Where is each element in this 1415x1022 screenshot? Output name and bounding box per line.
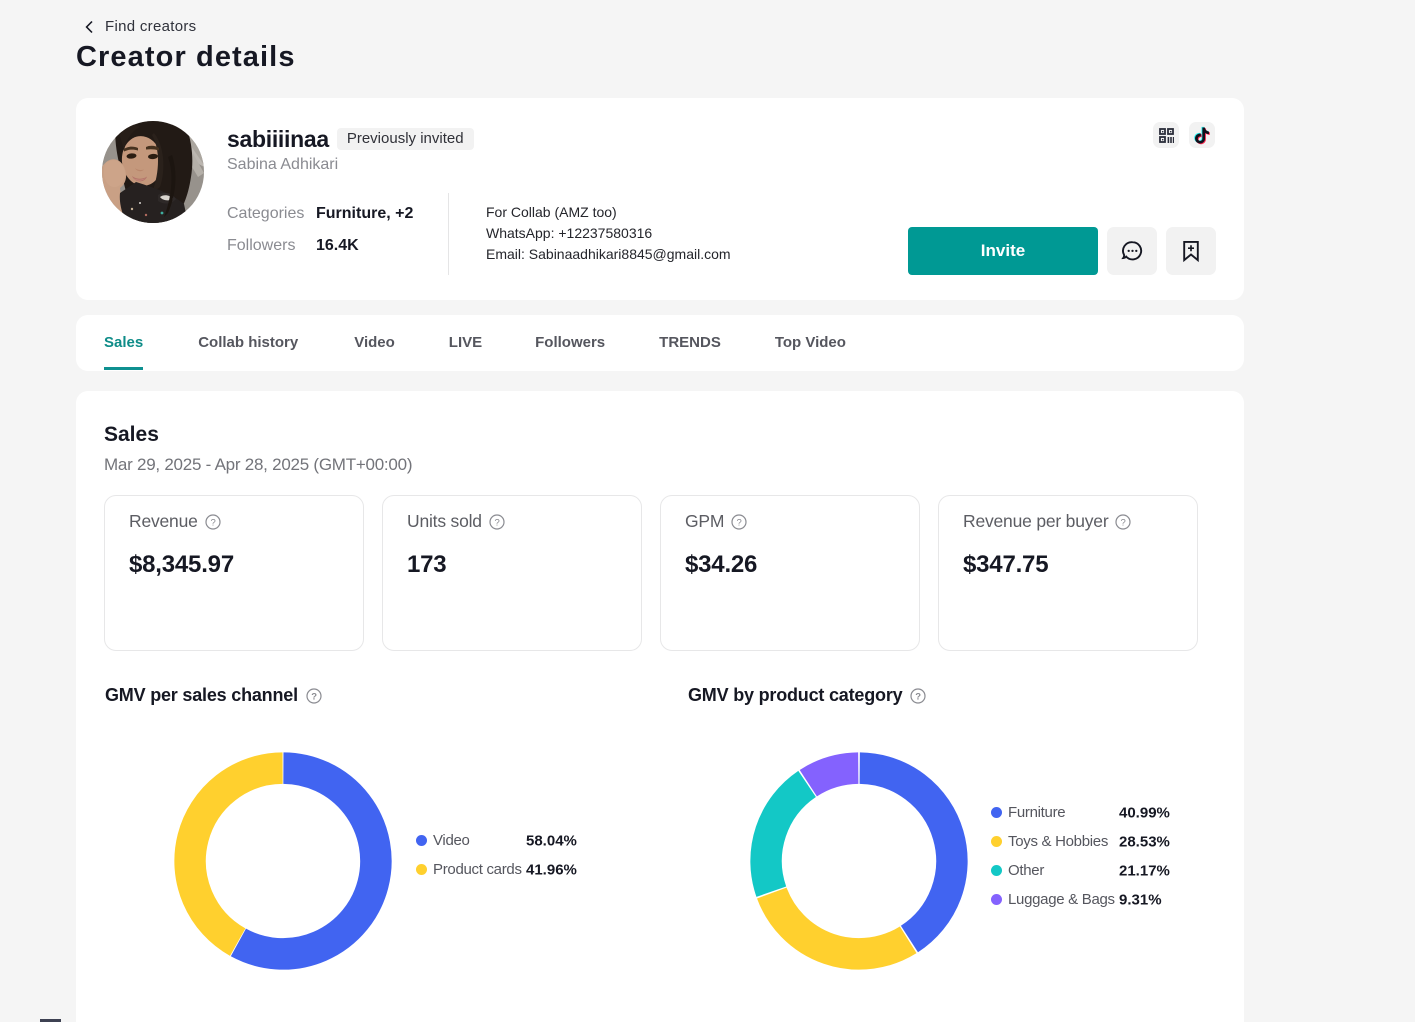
svg-text:?: ? [916, 691, 922, 702]
svg-text:?: ? [494, 517, 499, 528]
svg-text:?: ? [210, 517, 215, 528]
svg-text:?: ? [737, 517, 742, 528]
svg-text:?: ? [311, 691, 317, 702]
svg-text:?: ? [1121, 517, 1126, 528]
